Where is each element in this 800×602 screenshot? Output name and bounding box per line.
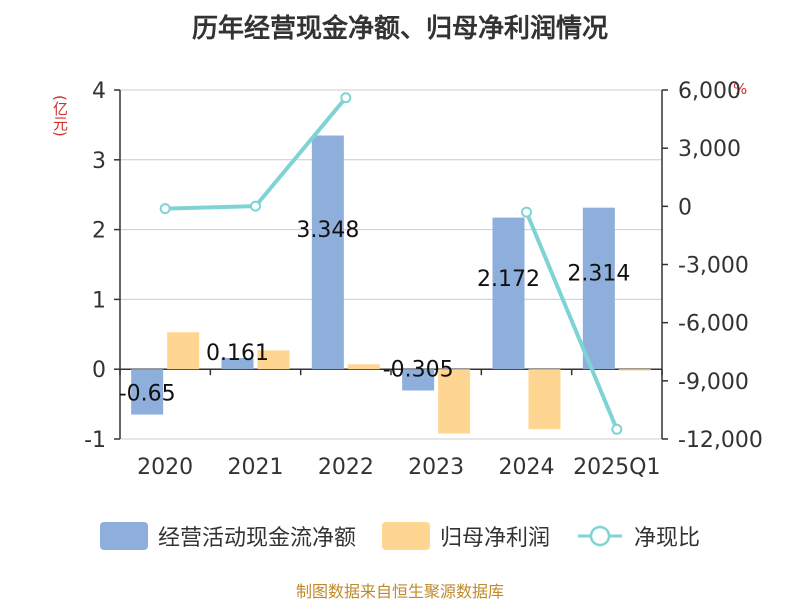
cash-flow-bar xyxy=(492,217,525,370)
x-axis-label: 2025Q1 xyxy=(573,455,660,480)
left-axis-tick-label: 4 xyxy=(92,79,106,104)
ratio-point xyxy=(159,203,171,215)
cash-flow-bar xyxy=(221,357,254,370)
right-axis-tick-label: -9,000 xyxy=(678,370,749,395)
ratio-point xyxy=(340,92,352,104)
cash-flow-bar xyxy=(131,369,164,415)
legend-swatch-ratio xyxy=(578,525,622,547)
cash-flow-data-label: 2.172 xyxy=(477,267,540,292)
right-axis-tick-label: -3,000 xyxy=(678,254,749,279)
net-profit-bar xyxy=(347,364,380,370)
x-axis-label: 2021 xyxy=(228,455,284,480)
right-axis-tick-label: 6,000 xyxy=(678,79,741,104)
source-note: 制图数据来自恒生聚源数据库 xyxy=(295,582,504,601)
cash-flow-bar xyxy=(402,369,435,391)
chart-title: 历年经营现金净额、归母净利润情况 xyxy=(191,14,608,44)
cash-flow-data-label: 0.161 xyxy=(206,341,269,366)
right-axis-tick-label: -12,000 xyxy=(678,428,763,453)
x-axis-label: 2023 xyxy=(408,455,464,480)
legend: 经营活动现金流净额 归母净利润 净现比 xyxy=(0,520,800,552)
net-profit-bar xyxy=(257,350,290,370)
left-axis-tick-label: 0 xyxy=(92,358,106,383)
legend-item-net-profit[interactable]: 归母净利润 xyxy=(381,520,550,552)
cash-flow-data-label: -0.65 xyxy=(119,382,176,407)
cash-flow-bar xyxy=(582,207,615,370)
left-axis-tick-label: 3 xyxy=(92,149,106,174)
legend-item-ratio[interactable]: 净现比 xyxy=(576,520,700,552)
left-axis-tick-label: -1 xyxy=(84,428,106,453)
legend-swatch-cash-flow xyxy=(99,522,148,550)
legend-label-cash-flow: 经营活动现金流净额 xyxy=(157,526,356,551)
left-axis-tick-label: 1 xyxy=(92,288,106,313)
ratio-point xyxy=(611,423,623,435)
net-profit-bar xyxy=(438,369,471,434)
x-axis-label: 2022 xyxy=(318,455,374,480)
ratio-point xyxy=(250,200,261,212)
x-axis-label: 2020 xyxy=(137,455,193,480)
net-profit-bar xyxy=(618,369,651,371)
right-axis-tick-label: 0 xyxy=(678,195,692,220)
ratio-line xyxy=(524,211,619,431)
legend-item-cash-flow[interactable]: 经营活动现金流净额 xyxy=(99,520,356,552)
net-profit-bar xyxy=(528,369,561,430)
net-profit-bar xyxy=(167,332,200,370)
cash-flow-bar xyxy=(311,135,344,370)
cash-flow-data-label: 2.314 xyxy=(567,261,630,286)
legend-swatch-net-profit xyxy=(381,522,430,550)
left-axis-unit: (亿元) xyxy=(51,95,69,137)
left-axis-tick-label: 2 xyxy=(92,219,106,244)
legend-label-net-profit: 归母净利润 xyxy=(439,526,550,551)
right-axis-tick-label: 3,000 xyxy=(678,137,741,162)
right-axis-unit: % xyxy=(733,80,748,98)
cash-flow-data-label: -0.305 xyxy=(383,357,454,382)
legend-label-ratio: 净现比 xyxy=(634,526,701,551)
x-axis-label: 2024 xyxy=(499,455,555,480)
ratio-point xyxy=(521,206,532,218)
right-axis-tick-label: -6,000 xyxy=(678,312,749,337)
cash-flow-data-label: 3.348 xyxy=(296,218,359,243)
